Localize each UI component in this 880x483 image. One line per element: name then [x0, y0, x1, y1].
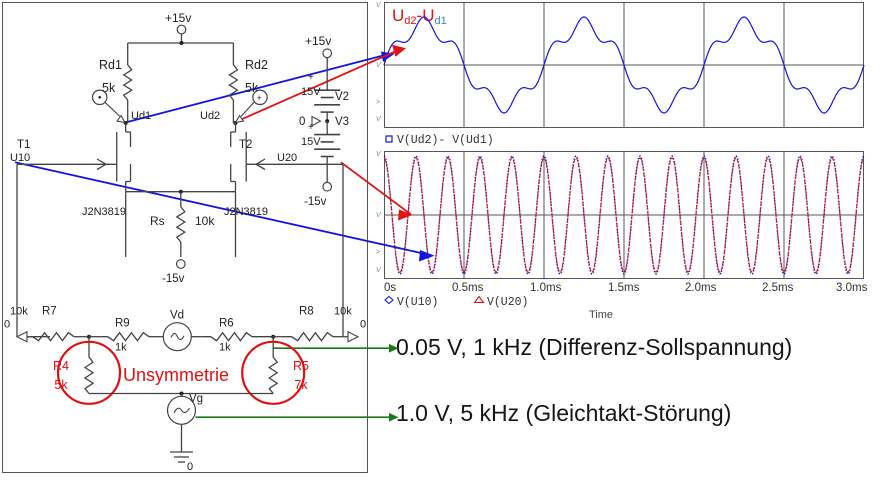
- svg-text:+: +: [308, 122, 314, 133]
- svg-text:Rs: Rs: [150, 214, 165, 228]
- svg-text:Rd1: Rd1: [99, 58, 122, 72]
- svg-text:R8: R8: [299, 306, 314, 318]
- svg-text:1.0 V, 5 kHz (Gleichtakt-Störu: 1.0 V, 5 kHz (Gleichtakt-Störung): [396, 400, 731, 426]
- svg-text:10k: 10k: [334, 306, 352, 318]
- svg-text:-15v: -15v: [162, 273, 185, 285]
- svg-text:0: 0: [299, 116, 305, 128]
- svg-text:10k: 10k: [195, 214, 215, 228]
- svg-text:0: 0: [4, 319, 10, 331]
- svg-text:1k: 1k: [219, 342, 231, 354]
- svg-text:J2N3819: J2N3819: [224, 206, 268, 218]
- svg-text:T1: T1: [17, 139, 30, 151]
- svg-text:1k: 1k: [115, 342, 127, 354]
- svg-text:10k: 10k: [10, 306, 28, 318]
- svg-text:+15v: +15v: [165, 11, 191, 25]
- svg-text:0.05 V, 1 kHz (Differenz-Solls: 0.05 V, 1 kHz (Differenz-Sollspannung): [396, 334, 792, 360]
- svg-text:Ud1: Ud1: [131, 110, 151, 122]
- svg-text:Ud2: Ud2: [200, 110, 220, 122]
- svg-text:Vg: Vg: [189, 393, 203, 405]
- svg-text:J2N3819: J2N3819: [82, 206, 126, 218]
- svg-text:7k: 7k: [294, 378, 308, 392]
- svg-text:R5: R5: [293, 359, 309, 373]
- svg-text:+: +: [308, 72, 314, 83]
- svg-text:0: 0: [187, 461, 193, 473]
- svg-text:V2: V2: [335, 91, 349, 103]
- svg-text:R6: R6: [219, 318, 234, 330]
- svg-text:-15v: -15v: [304, 196, 327, 208]
- svg-text:V3: V3: [335, 116, 349, 128]
- svg-text:+: +: [257, 93, 262, 103]
- svg-text:R4: R4: [53, 359, 69, 373]
- svg-text:U10: U10: [10, 152, 30, 164]
- svg-text:15V: 15V: [301, 86, 321, 98]
- svg-text:R7: R7: [42, 306, 57, 318]
- svg-text:Unsymmetrie: Unsymmetrie: [123, 365, 229, 385]
- svg-text:0: 0: [360, 319, 366, 331]
- svg-text:T2: T2: [239, 139, 252, 151]
- svg-text:Vd: Vd: [170, 310, 184, 322]
- svg-text:Rd2: Rd2: [245, 58, 268, 72]
- svg-text:R9: R9: [115, 318, 130, 330]
- svg-text:+15v: +15v: [305, 34, 331, 48]
- svg-text:5k: 5k: [54, 378, 68, 392]
- svg-text:U20: U20: [277, 152, 297, 164]
- svg-text:15V: 15V: [301, 136, 321, 148]
